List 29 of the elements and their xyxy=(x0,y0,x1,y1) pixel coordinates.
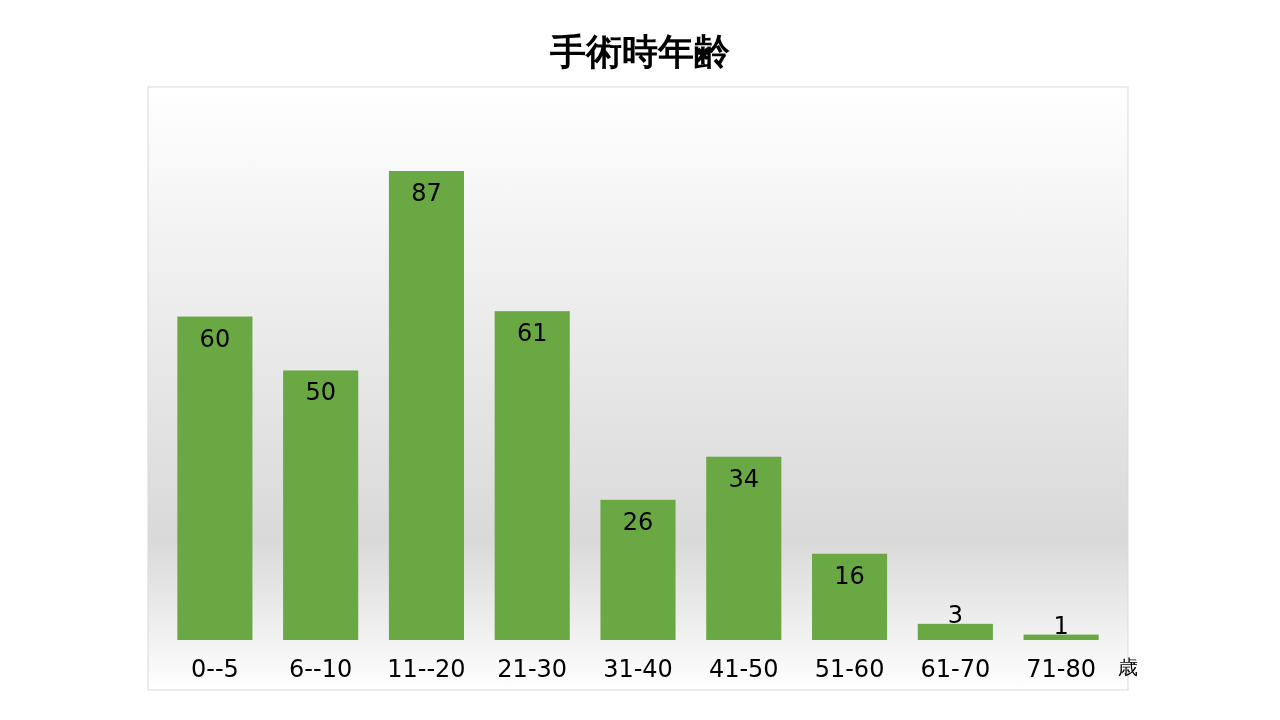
data-label: 26 xyxy=(622,507,654,536)
x-tick-label: 51-60 xyxy=(814,655,885,683)
bar xyxy=(388,171,464,640)
x-tick-label: 21-30 xyxy=(497,655,568,683)
chart-title: 手術時年齢 xyxy=(550,31,730,72)
bar xyxy=(177,316,253,640)
x-tick-label: 6--10 xyxy=(289,655,353,683)
data-label: 1 xyxy=(1053,611,1069,640)
x-tick-label: 11--20 xyxy=(387,655,466,683)
x-tick-label: 41-50 xyxy=(708,655,779,683)
data-label: 61 xyxy=(516,319,548,348)
bar xyxy=(706,456,782,640)
x-tick-label: 61-70 xyxy=(920,655,991,683)
bar xyxy=(917,623,993,640)
x-tick-label: 31-40 xyxy=(603,655,673,683)
bar xyxy=(600,499,676,640)
bar xyxy=(812,553,888,640)
data-label: 3 xyxy=(947,600,963,629)
bar xyxy=(494,311,570,640)
data-label: 16 xyxy=(834,561,865,590)
data-label: 60 xyxy=(199,324,231,353)
x-tick-label: 71-80 xyxy=(1026,655,1096,683)
data-label: 87 xyxy=(411,179,442,207)
bar xyxy=(1023,634,1099,640)
bar xyxy=(283,370,359,640)
x-axis-title: 歳 xyxy=(1118,655,1138,679)
data-label: 34 xyxy=(728,464,760,493)
x-tick-label: 0--5 xyxy=(190,655,239,683)
data-label: 50 xyxy=(305,378,336,407)
